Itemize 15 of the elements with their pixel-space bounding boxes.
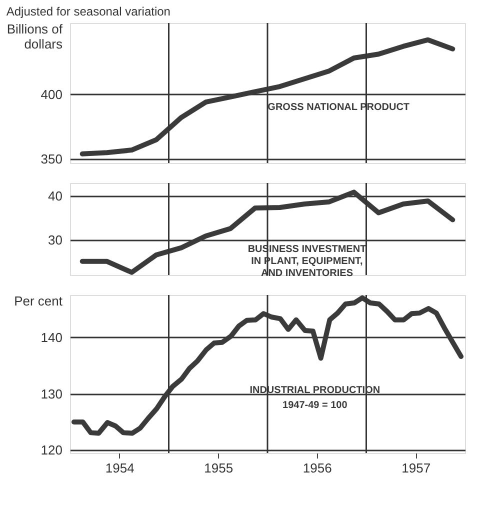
y-tick-label: 400 [40,86,62,102]
y-axis-title: Billions of dollars [6,22,63,52]
x-tick-label: 1957 [402,460,431,476]
y-tick-label: 350 [40,152,62,167]
y-tick-label: 130 [40,386,62,402]
y-tick-label: 40 [48,188,62,204]
x-tick-label: 1954 [105,460,134,476]
annotation: 1947-49 = 100 [282,400,348,411]
y-tick-label: 140 [40,330,62,345]
chart-title: Adjusted for seasonal variation [6,4,170,18]
y-axis-title: Per cent [14,294,63,308]
x-tick-label: 1956 [302,460,332,476]
y-tick-label: 120 [40,442,62,458]
y-tick-label: 30 [48,232,62,248]
x-tick-label: 1955 [204,460,234,476]
